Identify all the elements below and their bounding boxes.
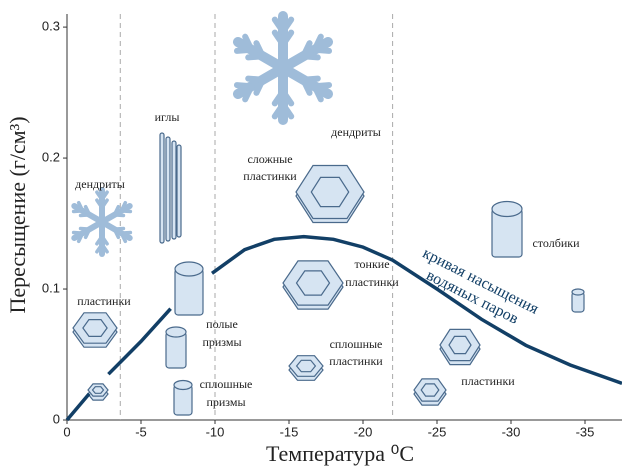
annotation: тонкие bbox=[354, 257, 389, 271]
annotation: пластинки bbox=[77, 294, 131, 308]
annotation: пластинки bbox=[345, 275, 399, 289]
snowflake-icon bbox=[121, 233, 130, 234]
crystal-icon bbox=[175, 262, 203, 276]
x-tick-label: -20 bbox=[354, 424, 373, 439]
crystal-icon bbox=[160, 133, 164, 243]
crystal-icon bbox=[492, 202, 522, 217]
x-tick-label: -35 bbox=[576, 424, 595, 439]
x-tick-label: -25 bbox=[428, 424, 447, 439]
annotation: сложные bbox=[247, 152, 292, 166]
annotation: призмы bbox=[202, 335, 241, 349]
crystal-icon bbox=[572, 289, 584, 295]
x-tick-label: -10 bbox=[206, 424, 225, 439]
annotation: пластинки bbox=[329, 354, 383, 368]
snowflake-icon bbox=[114, 229, 123, 230]
crystal-icon bbox=[172, 141, 176, 239]
annotation: дендриты bbox=[331, 125, 381, 139]
annotation: пластинки bbox=[243, 169, 297, 183]
y-axis-label: Пересыщение (г/см³) bbox=[5, 116, 30, 313]
y-tick-label: 0 bbox=[53, 411, 60, 426]
y-tick-label: 0.3 bbox=[42, 19, 60, 34]
snowflake-icon bbox=[303, 79, 318, 80]
x-tick-label: 0 bbox=[63, 424, 70, 439]
annotation: пластинки bbox=[461, 374, 515, 388]
x-axis-label: Температура ⁰C bbox=[266, 441, 414, 466]
y-tick-label: 0.2 bbox=[42, 150, 60, 165]
crystal-icon bbox=[449, 336, 471, 353]
x-tick-label: -15 bbox=[280, 424, 299, 439]
y-tick-label: 0.1 bbox=[42, 280, 60, 295]
annotation: дендриты bbox=[75, 177, 125, 191]
crystal-icon bbox=[177, 145, 181, 237]
crystal-icon bbox=[83, 320, 107, 337]
x-tick-label: -30 bbox=[502, 424, 521, 439]
crystal-icon bbox=[421, 384, 439, 396]
annotation: призмы bbox=[206, 395, 245, 409]
snowflake-icon bbox=[248, 56, 263, 57]
crystal-icon bbox=[166, 327, 186, 337]
snowflake-icon bbox=[81, 215, 90, 216]
crystal-icon bbox=[297, 360, 316, 371]
snowflake-icon bbox=[315, 85, 330, 86]
snowflake-icon bbox=[237, 50, 252, 51]
annotation: полые bbox=[206, 317, 238, 331]
chart: Температура ⁰C Пересыщение (г/см³) 0 -5 -1… bbox=[0, 0, 622, 469]
crystal-icon bbox=[166, 137, 170, 241]
annotation: сплошные bbox=[200, 377, 253, 391]
annotation: сплошные bbox=[330, 337, 383, 351]
crystal-icon bbox=[93, 387, 104, 394]
annotation: иглы bbox=[155, 110, 180, 124]
line-series bbox=[67, 237, 622, 420]
crystal-icon bbox=[174, 381, 192, 390]
annotation: столбики bbox=[532, 236, 580, 250]
snowflake-icon bbox=[74, 211, 83, 212]
x-tick-label: -5 bbox=[135, 424, 147, 439]
